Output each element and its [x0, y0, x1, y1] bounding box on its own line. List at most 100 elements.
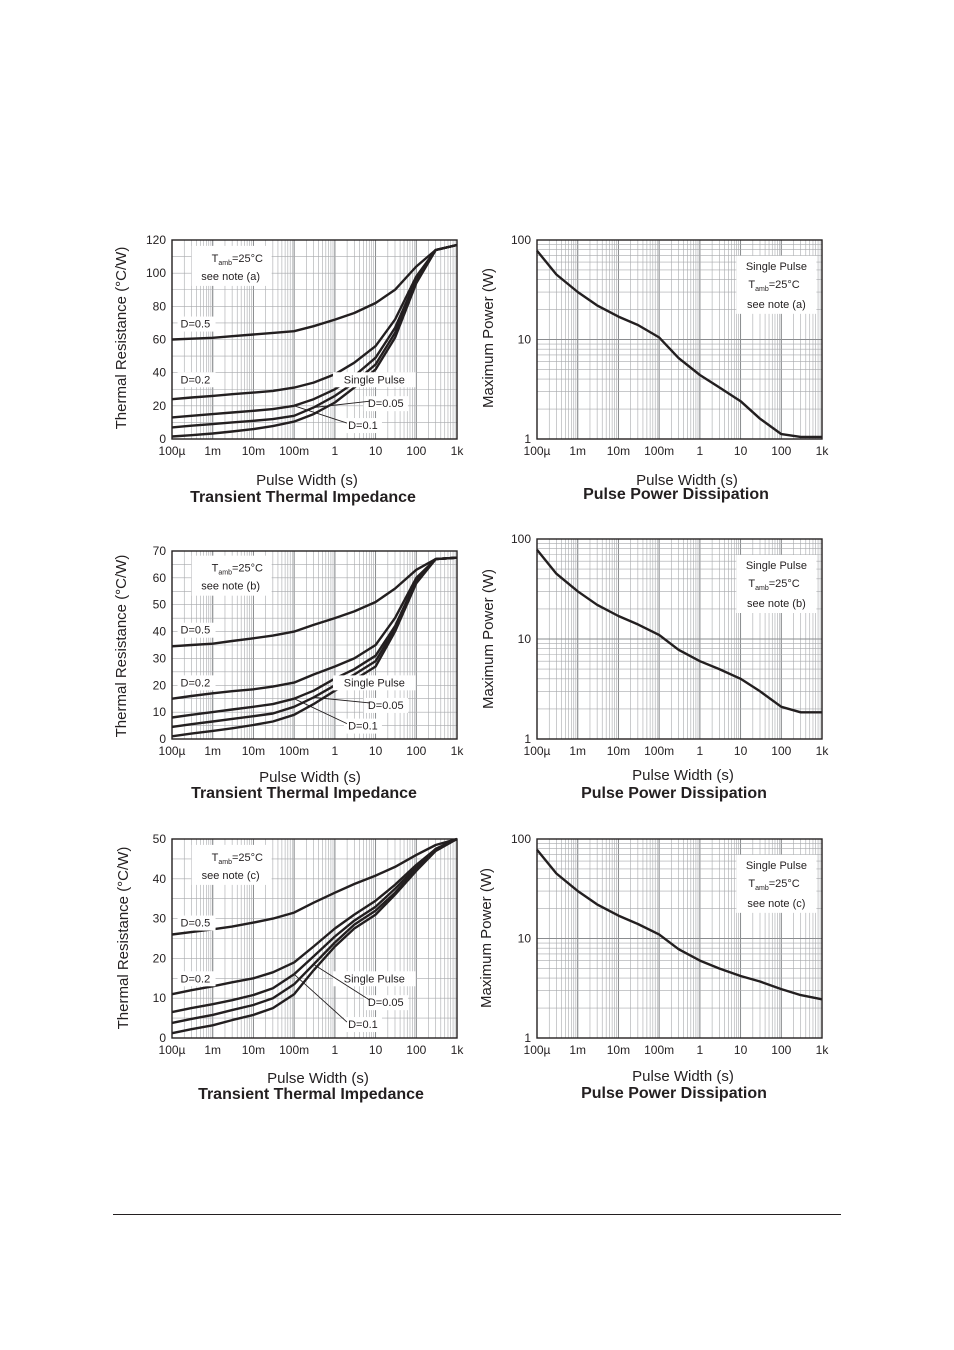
- chart-5: 100µ 1m 10m 100m 1 10 100 1k 0 10 20 30 40 50 Thermal …: [115, 832, 464, 1103]
- y-tick-label: 50: [153, 598, 167, 612]
- chart-title: Pulse Power Dissipation: [583, 486, 769, 503]
- x-tick-label: 100m: [279, 444, 309, 458]
- y-axis-label: Thermal Resistance (°C/W): [113, 247, 130, 430]
- label-d-0-2: D=0.2: [181, 374, 211, 386]
- leader-line: [313, 696, 370, 704]
- label-d-0-2-bg: [177, 372, 216, 388]
- x-tick-label: 10: [734, 1043, 748, 1057]
- chart-title: Transient Thermal Impedance: [198, 1086, 424, 1103]
- x-tick-label: 1m: [569, 744, 586, 758]
- x-tick-label: 10m: [607, 744, 630, 758]
- x-tick-label: 1: [332, 744, 339, 758]
- x-tick-label: 1m: [204, 1043, 221, 1057]
- label-d-0-05: D=0.05: [368, 700, 404, 712]
- x-tick-label: 10: [369, 744, 383, 758]
- x-tick-label: 10m: [242, 444, 265, 458]
- x-axis-label: Pulse Width (s): [267, 1070, 369, 1087]
- x-axis-label: Pulse Width (s): [259, 769, 361, 786]
- y-tick-label: 1: [524, 432, 531, 446]
- label-d-0-5-bg: [177, 622, 216, 638]
- y-tick-label: 80: [153, 299, 167, 313]
- x-tick-label: 1: [697, 444, 704, 458]
- label-d-0-2: D=0.2: [181, 973, 211, 985]
- leader-line: [313, 963, 370, 1001]
- chart-title: Pulse Power Dissipation: [581, 785, 767, 802]
- chart-title: Transient Thermal Impedance: [191, 785, 417, 802]
- plot-frame: [171, 838, 458, 1039]
- y-tick-label: 30: [153, 912, 167, 926]
- x-tick-label: 10: [734, 444, 748, 458]
- y-tick-label: 100: [511, 832, 531, 846]
- plot-frame: [171, 550, 458, 740]
- series-line-d-0-5: [171, 243, 458, 341]
- x-tick-label: 10: [369, 444, 383, 458]
- x-tick-label: 100µ: [159, 444, 186, 458]
- label-d-0-5-bg: [177, 915, 216, 931]
- label-single-pulse: Single Pulse: [344, 374, 405, 386]
- y-axis-label: Maximum Power (W): [480, 268, 497, 408]
- series-line-d-0-5: [171, 837, 458, 936]
- note-tamb: Tamb=25°C: [748, 279, 799, 293]
- label-d-0-1: D=0.1: [348, 420, 378, 432]
- label-d-0-05-bg: [363, 396, 408, 412]
- x-tick-label: 10: [369, 1043, 383, 1057]
- note-tamb: Tamb=25°C: [212, 563, 263, 577]
- note-single-pulse: Single Pulse: [746, 560, 807, 572]
- x-tick-label: 100µ: [524, 1043, 551, 1057]
- label-d-0-05: D=0.05: [368, 398, 404, 410]
- label-d-0-05: D=0.05: [368, 997, 404, 1009]
- y-tick-label: 40: [153, 366, 167, 380]
- y-tick-label: 1: [524, 732, 531, 746]
- note-box: [736, 555, 817, 613]
- leader-line: [293, 698, 348, 725]
- y-tick-label: 10: [153, 991, 167, 1005]
- series-line-max-power: [536, 249, 822, 439]
- label-d-0-2-bg: [177, 971, 216, 987]
- y-tick-label: 30: [153, 651, 167, 665]
- y-tick-label: 70: [153, 544, 167, 558]
- label-single-pulse-bg: [332, 372, 416, 388]
- x-tick-label: 100m: [279, 1043, 309, 1057]
- x-tick-label: 1k: [816, 444, 830, 458]
- note-see: see note (b): [201, 581, 260, 593]
- y-tick-label: 40: [153, 625, 167, 639]
- x-tick-label: 10m: [242, 744, 265, 758]
- label-d-0-5: D=0.5: [181, 625, 211, 637]
- y-tick-label: 100: [146, 266, 166, 280]
- x-tick-label: 1: [332, 444, 339, 458]
- x-tick-label: 100: [771, 444, 791, 458]
- y-tick-label: 0: [159, 432, 166, 446]
- plot-frame: [536, 838, 823, 1039]
- chart-4: 100µ 1m 10m 100m 1 10 100 1k 1 10 100 Maximum Power…: [480, 532, 829, 802]
- chart-title: Pulse Power Dissipation: [581, 1085, 767, 1102]
- x-tick-label: 100m: [644, 1043, 674, 1057]
- y-tick-label: 10: [518, 632, 532, 646]
- label-single-pulse-bg: [332, 971, 416, 987]
- series-line-d-0-1: [171, 837, 458, 1014]
- x-tick-label: 1k: [816, 744, 830, 758]
- series-line-d-0-2: [171, 243, 458, 401]
- series-line-d-0-5: [171, 556, 458, 648]
- x-tick-label: 100µ: [524, 744, 551, 758]
- x-tick-label: 100: [406, 444, 426, 458]
- y-tick-label: 60: [153, 571, 167, 585]
- x-tick-label: 1k: [816, 1043, 830, 1057]
- x-tick-label: 1: [697, 1043, 704, 1057]
- plot-frame: [536, 538, 823, 740]
- x-axis-label: Pulse Width (s): [256, 472, 358, 489]
- label-single-pulse: Single Pulse: [344, 973, 405, 985]
- chart-title: Transient Thermal Impedance: [190, 489, 416, 506]
- y-tick-label: 20: [153, 678, 167, 692]
- x-tick-label: 100µ: [159, 1043, 186, 1057]
- note-see: see note (c): [747, 898, 805, 910]
- y-tick-label: 20: [153, 399, 167, 413]
- label-d-0-1-bg: [343, 418, 382, 434]
- y-axis-label: Maximum Power (W): [480, 569, 497, 709]
- x-tick-label: 100: [771, 744, 791, 758]
- y-tick-label: 50: [153, 832, 167, 846]
- x-axis-label: Pulse Width (s): [632, 1068, 734, 1085]
- y-tick-label: 100: [511, 233, 531, 247]
- label-d-0-1-bg: [343, 718, 382, 734]
- x-tick-label: 100µ: [524, 444, 551, 458]
